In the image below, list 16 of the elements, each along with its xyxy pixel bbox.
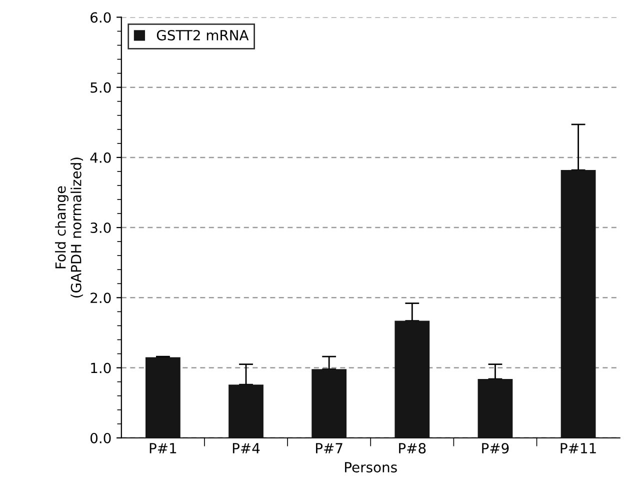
x-tick-label: P#9 xyxy=(482,442,509,454)
y-tick-label: 5.0 xyxy=(90,82,111,93)
x-tick-label: P#8 xyxy=(399,442,426,454)
x-axis-title: Persons xyxy=(345,462,397,472)
x-tick-label: P#1 xyxy=(150,443,176,454)
y-tick-label: 1.0 xyxy=(91,362,111,374)
x-tick-label: P#4 xyxy=(232,443,260,454)
y-tick-label: 0.0 xyxy=(90,432,111,444)
y-tick-label: 6.0 xyxy=(90,12,111,23)
y-tick-label: 3.0 xyxy=(90,222,111,234)
y-tick-label: 2.0 xyxy=(90,292,111,304)
x-tick-label: P#7 xyxy=(316,443,342,454)
y-axis-title: Fold change (GAPDH normalized) xyxy=(55,158,83,298)
x-tick-label: P#11 xyxy=(560,443,596,454)
legend-label: GSTT2 mRNA xyxy=(156,30,249,40)
y-tick-label: 4.0 xyxy=(90,152,111,163)
